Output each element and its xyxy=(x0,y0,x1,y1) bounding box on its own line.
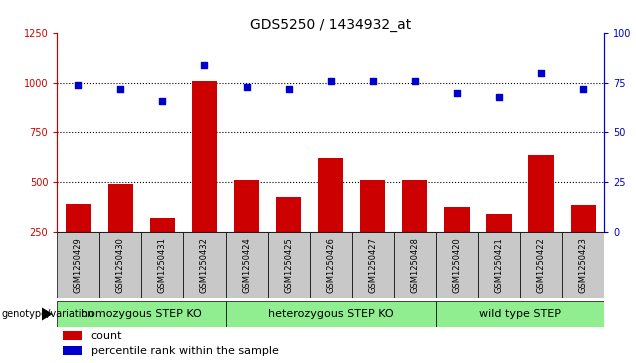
Bar xyxy=(445,207,469,232)
Point xyxy=(115,86,125,91)
Point xyxy=(578,86,588,91)
Text: GSM1250420: GSM1250420 xyxy=(452,237,462,293)
Text: GSM1250429: GSM1250429 xyxy=(74,237,83,293)
Bar xyxy=(99,232,141,298)
Bar xyxy=(226,301,436,327)
Bar xyxy=(192,81,217,232)
Text: count: count xyxy=(90,331,122,341)
Point xyxy=(368,78,378,83)
Text: GSM1250432: GSM1250432 xyxy=(200,237,209,293)
Text: GSM1250425: GSM1250425 xyxy=(284,237,293,293)
Bar xyxy=(352,232,394,298)
Point xyxy=(494,94,504,99)
Bar xyxy=(570,205,596,232)
Bar xyxy=(276,197,301,232)
Bar xyxy=(268,232,310,298)
Text: GSM1250426: GSM1250426 xyxy=(326,237,335,293)
Point xyxy=(157,98,167,103)
Bar xyxy=(318,158,343,232)
Bar xyxy=(63,346,83,355)
Point xyxy=(284,86,294,91)
Point xyxy=(73,82,83,87)
Text: GSM1250422: GSM1250422 xyxy=(537,237,546,293)
Point xyxy=(410,78,420,83)
Bar xyxy=(529,155,554,232)
Polygon shape xyxy=(42,307,53,321)
Bar xyxy=(562,232,604,298)
Text: wild type STEP: wild type STEP xyxy=(479,309,561,319)
Bar xyxy=(57,232,99,298)
Point xyxy=(536,70,546,76)
Bar xyxy=(226,232,268,298)
Text: GSM1250421: GSM1250421 xyxy=(495,237,504,293)
Bar xyxy=(436,232,478,298)
Bar xyxy=(183,232,226,298)
Bar xyxy=(57,301,226,327)
Text: percentile rank within the sample: percentile rank within the sample xyxy=(90,346,279,356)
Bar xyxy=(310,232,352,298)
Text: GSM1250431: GSM1250431 xyxy=(158,237,167,293)
Bar xyxy=(150,218,175,232)
Text: homozygous STEP KO: homozygous STEP KO xyxy=(81,309,202,319)
Bar xyxy=(66,204,91,232)
Bar xyxy=(436,301,604,327)
Bar xyxy=(478,232,520,298)
Point xyxy=(200,62,210,68)
Point xyxy=(326,78,336,83)
Text: GSM1250423: GSM1250423 xyxy=(579,237,588,293)
Bar xyxy=(234,180,259,232)
Bar xyxy=(360,180,385,232)
Title: GDS5250 / 1434932_at: GDS5250 / 1434932_at xyxy=(250,18,411,32)
Text: GSM1250430: GSM1250430 xyxy=(116,237,125,293)
Bar xyxy=(107,184,133,232)
Point xyxy=(242,84,252,90)
Bar xyxy=(141,232,183,298)
Text: genotype/variation: genotype/variation xyxy=(1,309,94,319)
Bar xyxy=(520,232,562,298)
Bar xyxy=(402,180,427,232)
Text: heterozygous STEP KO: heterozygous STEP KO xyxy=(268,309,394,319)
Text: GSM1250428: GSM1250428 xyxy=(410,237,419,293)
Text: GSM1250427: GSM1250427 xyxy=(368,237,377,293)
Bar xyxy=(63,331,83,340)
Bar xyxy=(394,232,436,298)
Bar xyxy=(487,214,511,232)
Text: GSM1250424: GSM1250424 xyxy=(242,237,251,293)
Point xyxy=(452,90,462,95)
